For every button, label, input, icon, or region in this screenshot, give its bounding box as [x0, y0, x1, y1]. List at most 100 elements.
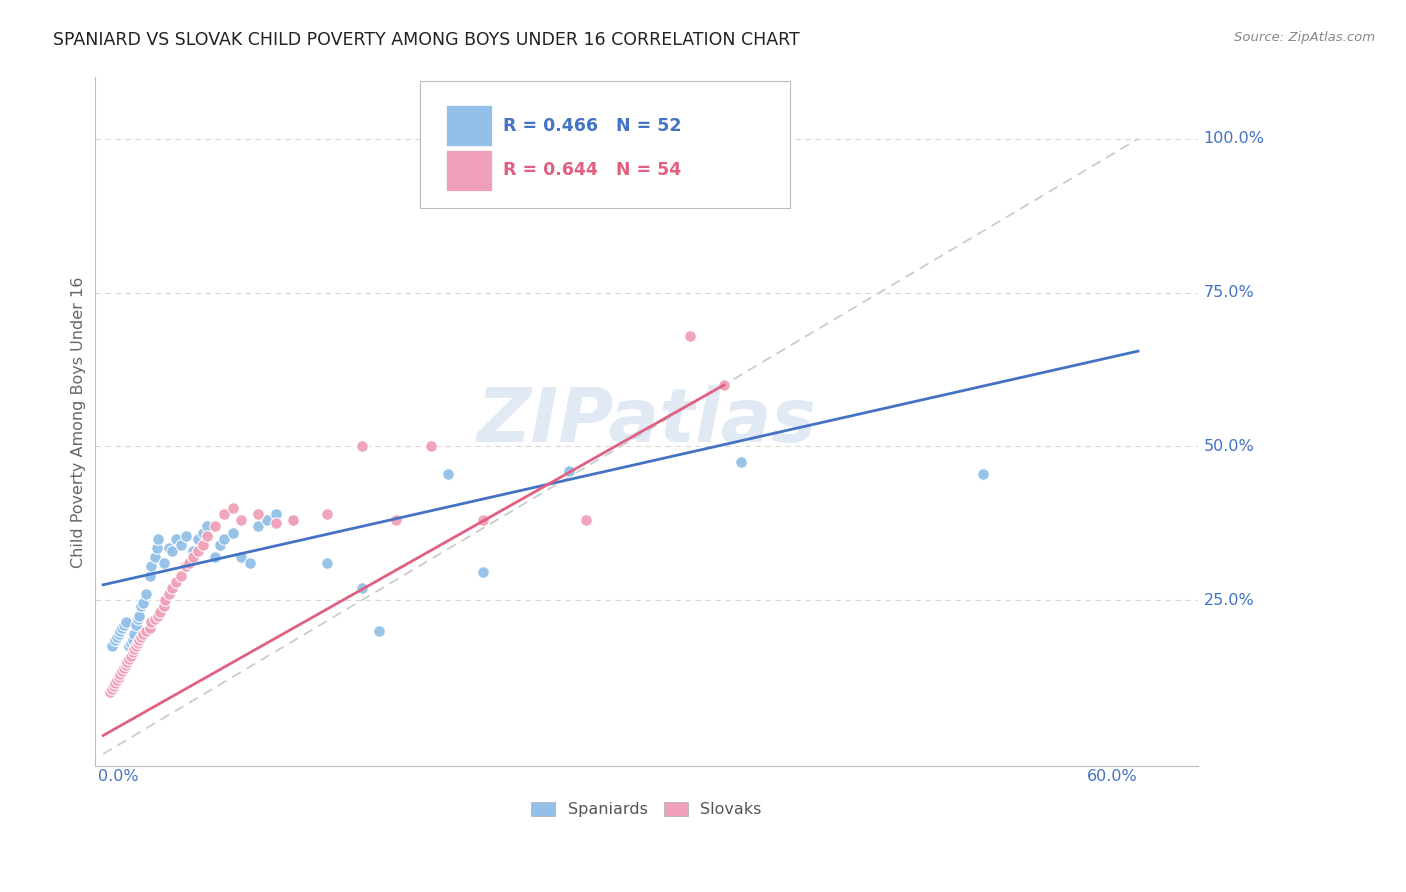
Point [111, 621, 134, 635]
Point [193, 525, 215, 540]
Point [139, 568, 162, 582]
Text: R = 0.644   N = 54: R = 0.644 N = 54 [503, 161, 682, 179]
Point [120, 648, 142, 663]
Point [350, 439, 373, 453]
Point [104, 676, 127, 690]
Point [135, 587, 157, 601]
Point [195, 519, 218, 533]
Point [221, 525, 243, 540]
Point [231, 513, 253, 527]
Point [212, 507, 235, 521]
Point [152, 556, 174, 570]
Point [120, 636, 142, 650]
Point [152, 599, 174, 614]
Point [114, 657, 136, 672]
Point [187, 532, 209, 546]
Point [247, 507, 270, 521]
Point [165, 532, 187, 546]
Point [350, 581, 373, 595]
Point [148, 532, 170, 546]
Point [111, 664, 134, 678]
Point [148, 608, 170, 623]
Point [157, 541, 180, 555]
Point [437, 467, 460, 482]
Text: 50.0%: 50.0% [1204, 439, 1254, 454]
Point [118, 651, 141, 665]
Point [125, 640, 148, 654]
Point [135, 624, 157, 638]
Point [128, 633, 150, 648]
Point [174, 559, 197, 574]
Legend: Spaniards, Slovaks: Spaniards, Slovaks [524, 796, 768, 823]
Point [730, 455, 752, 469]
Point [193, 538, 215, 552]
Point [107, 627, 129, 641]
Point [972, 467, 994, 482]
Text: 60.0%: 60.0% [1087, 769, 1137, 784]
Point [170, 568, 193, 582]
FancyBboxPatch shape [446, 150, 492, 191]
Point [471, 566, 494, 580]
Point [132, 596, 155, 610]
Point [179, 556, 201, 570]
Point [160, 544, 183, 558]
Text: 25.0%: 25.0% [1204, 592, 1254, 607]
Point [419, 439, 441, 453]
Point [385, 513, 408, 527]
Point [713, 378, 735, 392]
Point [204, 519, 226, 533]
Point [122, 627, 145, 641]
Point [110, 667, 132, 681]
Point [139, 621, 162, 635]
Point [558, 464, 581, 478]
Point [368, 624, 391, 638]
Point [143, 612, 166, 626]
Point [141, 559, 163, 574]
Point [118, 640, 141, 654]
Point [281, 513, 304, 527]
Point [143, 550, 166, 565]
Point [127, 612, 149, 626]
FancyBboxPatch shape [420, 81, 790, 209]
Point [127, 636, 149, 650]
Point [247, 519, 270, 533]
Point [179, 556, 201, 570]
Point [575, 513, 598, 527]
Point [155, 593, 177, 607]
Point [132, 627, 155, 641]
Point [316, 507, 339, 521]
Point [117, 655, 139, 669]
Point [114, 615, 136, 629]
Y-axis label: Child Poverty Among Boys Under 16: Child Poverty Among Boys Under 16 [72, 277, 86, 567]
Point [125, 617, 148, 632]
Text: ZIPatlas: ZIPatlas [477, 385, 817, 458]
Point [181, 544, 204, 558]
Point [165, 574, 187, 589]
Point [149, 606, 172, 620]
Text: 100.0%: 100.0% [1204, 131, 1264, 146]
Point [212, 532, 235, 546]
Point [170, 538, 193, 552]
Point [264, 507, 287, 521]
Point [129, 630, 152, 644]
Point [187, 544, 209, 558]
Point [221, 500, 243, 515]
Point [609, 162, 631, 177]
Point [103, 679, 125, 693]
Point [678, 328, 700, 343]
Point [181, 550, 204, 565]
Point [174, 528, 197, 542]
Point [105, 630, 128, 644]
Point [471, 513, 494, 527]
Point [107, 670, 129, 684]
Point [110, 624, 132, 638]
Point [239, 556, 262, 570]
Point [122, 642, 145, 657]
Point [145, 541, 167, 555]
Point [98, 685, 121, 699]
Point [264, 516, 287, 531]
Point [256, 513, 278, 527]
Point [129, 599, 152, 614]
Text: 0.0%: 0.0% [98, 769, 139, 784]
Point [112, 661, 135, 675]
